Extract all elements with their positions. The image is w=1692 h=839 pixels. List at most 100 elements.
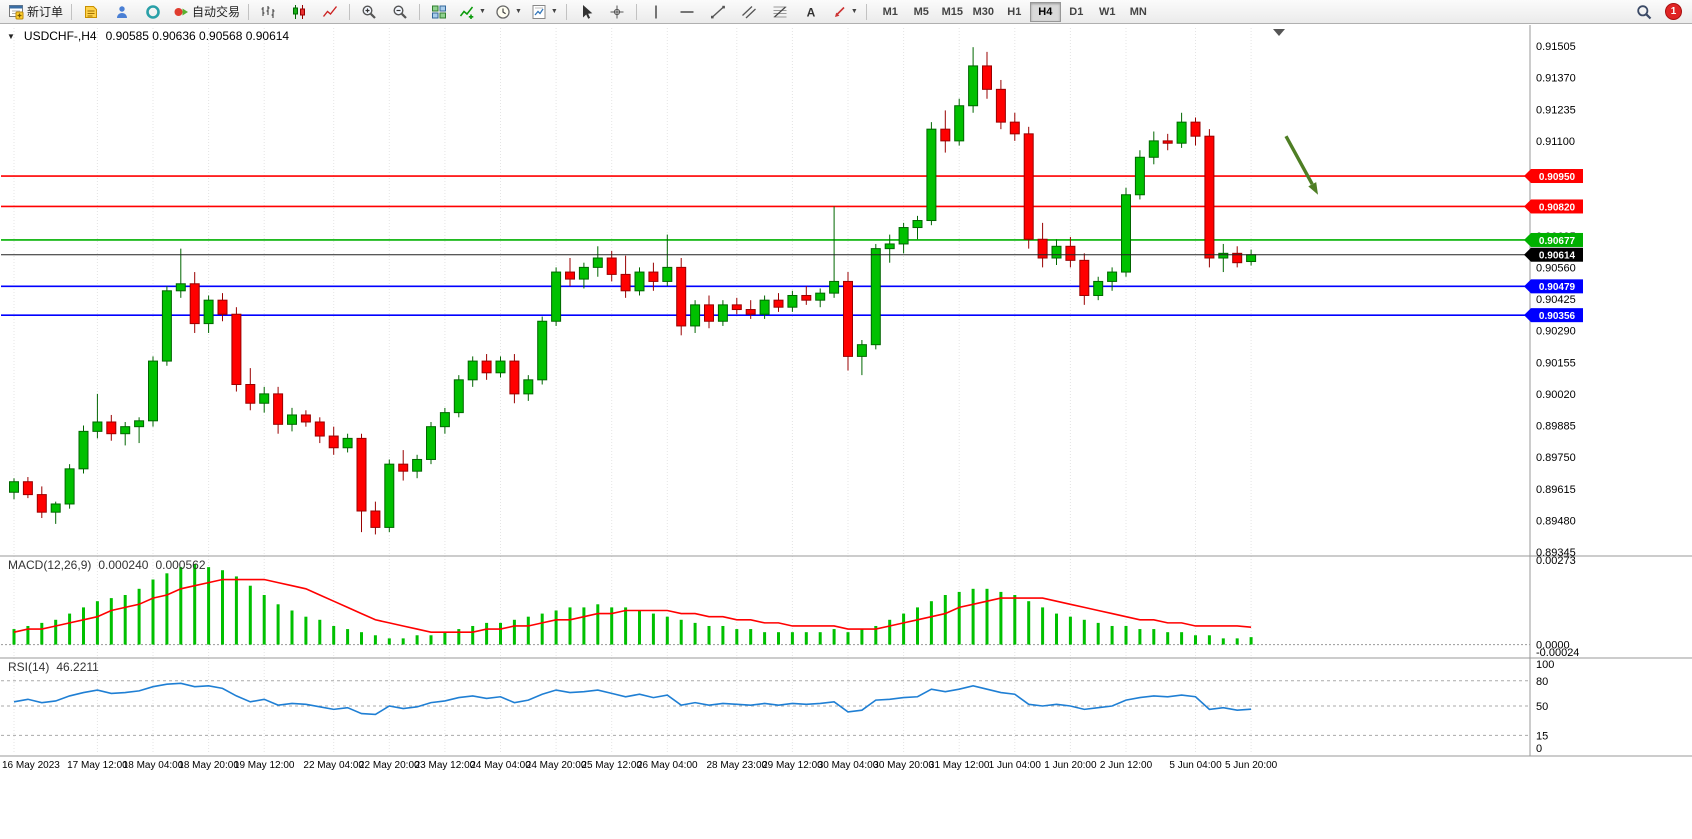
timeframe-d1-button[interactable]: D1 xyxy=(1069,5,1084,18)
macd-histogram-bar xyxy=(165,573,169,645)
crosshair-button[interactable] xyxy=(602,1,632,23)
dropdown-caret-icon[interactable]: ▼ xyxy=(514,8,522,15)
data-window-button[interactable] xyxy=(138,1,168,23)
fibonacci-icon xyxy=(773,6,787,17)
trendline-button[interactable] xyxy=(703,1,733,23)
indicators-button[interactable]: ▼ xyxy=(455,1,490,23)
trend-arrow-annotation[interactable] xyxy=(1284,135,1318,195)
svg-text:0.91235: 0.91235 xyxy=(1536,104,1576,116)
dropdown-caret-icon[interactable]: ▼ xyxy=(850,8,858,15)
macd-histogram-bar xyxy=(109,598,113,645)
svg-text:0.90560: 0.90560 xyxy=(1536,262,1576,274)
timeframe-w1-button[interactable]: W1 xyxy=(1099,5,1116,18)
line-chart-button[interactable] xyxy=(315,1,345,23)
horizontal-line-button[interactable] xyxy=(672,1,702,23)
templates-button[interactable]: ▼ xyxy=(527,1,562,23)
timeframe-h4-button[interactable]: H4 xyxy=(1029,1,1061,22)
macd-histogram-bar xyxy=(707,625,711,645)
candlestick-chart-button[interactable] xyxy=(284,1,314,23)
rsi-value: 46.2211 xyxy=(56,660,99,674)
timeframe-m1-button[interactable]: M1 xyxy=(882,5,898,18)
macd-histogram-bar xyxy=(1068,616,1072,645)
svg-text:2 Jun 12:00: 2 Jun 12:00 xyxy=(1100,760,1153,771)
macd-histogram-bar xyxy=(262,595,266,645)
macd-histogram-bar xyxy=(888,619,892,645)
svg-text:0.90020: 0.90020 xyxy=(1536,389,1576,401)
timeframe-m5-button[interactable]: M5 xyxy=(913,5,929,18)
timeframe-h1-button[interactable]: H1 xyxy=(1007,5,1022,18)
window-menu-icon[interactable]: ▼ xyxy=(7,31,15,41)
macd-histogram-bar xyxy=(499,622,502,645)
channel-button[interactable] xyxy=(734,1,764,23)
zoom-in-button[interactable] xyxy=(354,1,384,23)
candlestick-chart-icon xyxy=(293,4,306,19)
svg-text:1 Jun 20:00: 1 Jun 20:00 xyxy=(1044,760,1097,771)
chart-shift-marker[interactable] xyxy=(1273,29,1285,36)
tile-windows-button[interactable] xyxy=(424,1,454,23)
chart-ohlc-values: 0.90585 0.90636 0.90568 0.90614 xyxy=(105,29,290,43)
svg-text:0.89480: 0.89480 xyxy=(1536,515,1576,527)
svg-text:26 May 04:00: 26 May 04:00 xyxy=(637,760,698,771)
zoom-out-button[interactable] xyxy=(385,1,415,23)
timeframe-m30-button[interactable]: M30 xyxy=(972,5,994,18)
price-axis[interactable]: 0.915050.913700.912350.911000.909650.908… xyxy=(1536,41,1576,559)
svg-text:50: 50 xyxy=(1536,701,1548,713)
timeframe-m15-button[interactable]: M15 xyxy=(941,5,963,18)
axes-frame xyxy=(0,25,1692,757)
macd-histogram-bar xyxy=(332,625,336,645)
channel-icon xyxy=(741,5,756,18)
svg-text:0.91370: 0.91370 xyxy=(1536,73,1576,85)
macd-signal-line xyxy=(13,578,1252,633)
candles xyxy=(9,47,1257,535)
dropdown-caret-icon[interactable]: ▼ xyxy=(479,8,486,15)
periods-button[interactable]: ▼ xyxy=(491,1,526,23)
macd-histogram-bar xyxy=(401,638,405,645)
arrow-tools-button[interactable]: ▼ xyxy=(827,1,862,23)
vertical-line-button[interactable] xyxy=(641,1,671,23)
macd-histogram-bar xyxy=(610,607,614,645)
bar-chart-icon xyxy=(261,5,275,18)
cursor-button[interactable] xyxy=(571,1,601,23)
level-lines[interactable] xyxy=(1,175,1530,316)
svg-text:0.89750: 0.89750 xyxy=(1536,452,1576,464)
macd-histogram-bar xyxy=(1221,638,1225,645)
macd-histogram-bar xyxy=(971,588,975,645)
dropdown-caret-icon[interactable]: ▼ xyxy=(550,8,558,15)
macd-histogram-bar xyxy=(999,591,1003,645)
macd-histogram-bar xyxy=(304,616,308,645)
svg-text:0.00273: 0.00273 xyxy=(1536,555,1576,567)
macd-histogram-bar xyxy=(596,604,600,645)
svg-text:18 May 20:00: 18 May 20:00 xyxy=(178,760,239,771)
bar-chart-button[interactable] xyxy=(253,1,283,23)
macd-histogram-bar xyxy=(26,625,30,645)
macd-histogram-bar xyxy=(207,567,211,645)
macd-histogram-bar xyxy=(846,632,850,645)
autotrading-icon xyxy=(174,7,189,16)
svg-text:0.89885: 0.89885 xyxy=(1536,421,1576,433)
svg-text:0.89615: 0.89615 xyxy=(1536,484,1576,496)
macd-histogram-bar xyxy=(485,622,489,645)
horizontal-line-icon xyxy=(680,10,694,13)
vertical-line-icon xyxy=(655,5,657,18)
svg-text:0.90479: 0.90479 xyxy=(1539,282,1576,293)
navigator-button[interactable] xyxy=(107,1,137,23)
search-button[interactable] xyxy=(1629,1,1659,23)
macd-histogram-bar xyxy=(1082,619,1086,645)
text-button[interactable]: A xyxy=(796,1,826,23)
price-badges: 0.90950 0.90820 0.90677 0.90479 0.90356 0.906… xyxy=(1524,169,1583,323)
macd-histogram-bar xyxy=(346,629,350,645)
timeframe-mn-button[interactable]: MN xyxy=(1129,5,1147,18)
macd-histogram-bar xyxy=(151,579,155,645)
macd-histogram-bar xyxy=(874,625,878,645)
market-watch-button[interactable] xyxy=(76,1,106,23)
macd-value-2: 0.000562 xyxy=(155,558,206,572)
macd-histogram-bar xyxy=(40,622,44,645)
autotrading-button[interactable]: 自动交易 xyxy=(169,1,244,23)
fibonacci-button[interactable] xyxy=(765,1,795,23)
new-order-button[interactable]: 新订单 xyxy=(4,1,67,23)
macd-histogram-bar xyxy=(943,595,947,645)
notification-badge[interactable]: 1 xyxy=(1665,3,1682,20)
macd-histogram-bar xyxy=(1194,635,1197,645)
